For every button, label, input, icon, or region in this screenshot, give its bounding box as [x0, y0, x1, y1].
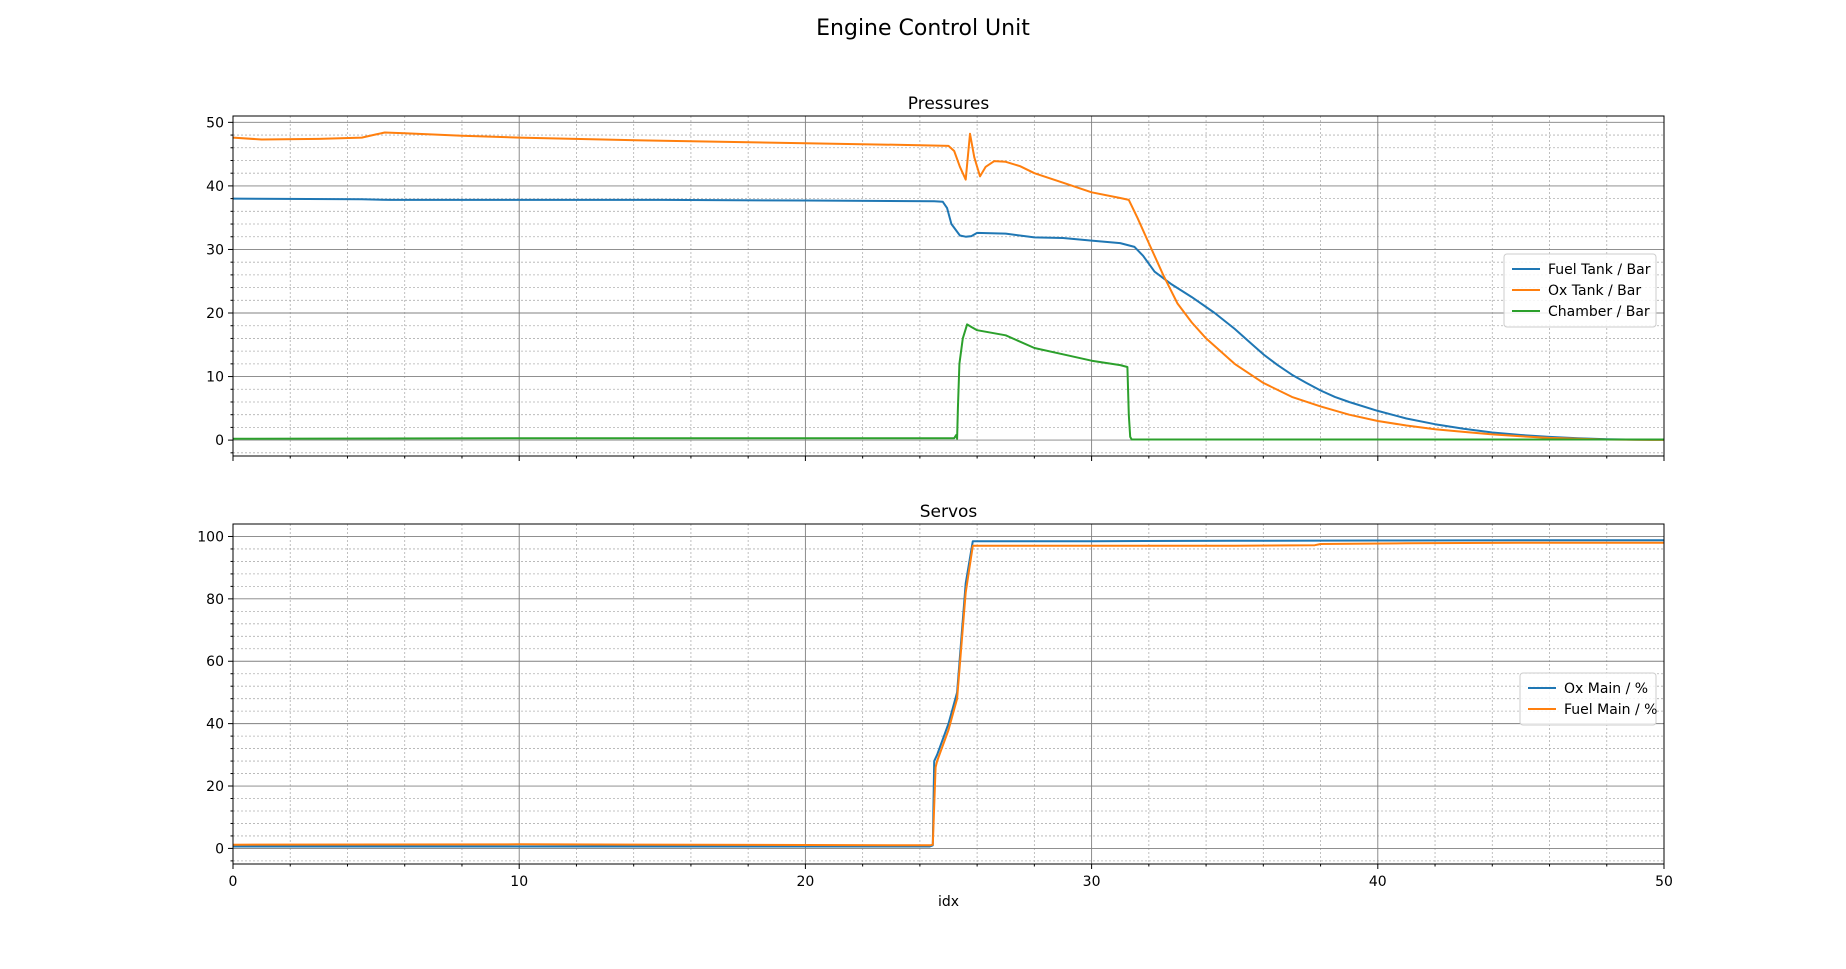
servos-ytick-label: 80	[206, 592, 224, 608]
servos-xtick-label: 30	[1083, 874, 1101, 890]
servos-xtick-label: 50	[1655, 874, 1673, 890]
servos-title: Servos	[920, 502, 978, 522]
servos-ytick-label: 40	[206, 717, 224, 733]
servos-ytick-label: 20	[206, 779, 224, 795]
servos-frame	[232, 523, 1665, 865]
servos-xlabel: idx	[938, 894, 959, 910]
figure-title: Engine Control Unit	[816, 16, 1030, 41]
servos-axes: Servos 0 10 20 30 40 50 0 20 40 60 80 100 Ox Main /…	[197, 502, 1673, 910]
servos-series-fuel-main	[232, 541, 1664, 847]
servos-legend-label: Fuel Main / %	[1564, 702, 1657, 718]
pressures-title: Pressures	[908, 94, 990, 114]
pressures-legend-label: Fuel Tank / Bar	[1548, 262, 1651, 278]
pressures-series-ox-tank-bar	[232, 131, 1665, 441]
servos-xtick-label: 0	[229, 874, 238, 890]
pressures-ytick-label: 10	[206, 370, 224, 386]
pressures-grid	[232, 116, 1665, 456]
pressures-ytick-label: 0	[215, 433, 224, 449]
servos-grid	[232, 524, 1665, 864]
servos-ytick-label: 100	[197, 529, 224, 545]
servos-legend: Ox Main / % Fuel Main / %	[1519, 672, 1657, 726]
servos-legend-label: Ox Main / %	[1564, 681, 1648, 697]
pressures-frame	[232, 115, 1665, 457]
pressures-series	[232, 131, 1665, 441]
pressures-ytick-label: 30	[206, 242, 224, 258]
pressures-ticks: 0 10 20 30 40 50	[206, 115, 1665, 461]
servos-xtick-label: 10	[510, 874, 528, 890]
pressures-legend-box	[1503, 253, 1657, 328]
pressures-series-chamber-bar	[232, 323, 1664, 441]
servos-xtick-label: 20	[796, 874, 814, 890]
pressures-ytick-label: 50	[206, 115, 224, 131]
servos-ytick-label: 60	[206, 654, 224, 670]
pressures-ytick-label: 40	[206, 179, 224, 195]
pressures-ytick-label: 20	[206, 306, 224, 322]
servos-ytick-label: 0	[215, 841, 224, 857]
pressures-legend-label: Chamber / Bar	[1548, 304, 1650, 320]
pressures-legend: Fuel Tank / Bar Ox Tank / Bar Chamber / Ba…	[1503, 253, 1657, 328]
servos-legend-box	[1519, 672, 1657, 726]
pressures-axes: Pressures 0 10 20 30 40 50 Fuel Tank / Bar Ox …	[206, 94, 1665, 461]
servos-series	[232, 539, 1664, 848]
pressures-legend-label: Ox Tank / Bar	[1548, 283, 1641, 299]
servos-ticks: 0 10 20 30 40 50 0 20 40 60 80 100	[197, 529, 1673, 890]
servos-xtick-label: 40	[1369, 874, 1387, 890]
pressures-series-fuel-tank-bar	[232, 197, 1665, 441]
